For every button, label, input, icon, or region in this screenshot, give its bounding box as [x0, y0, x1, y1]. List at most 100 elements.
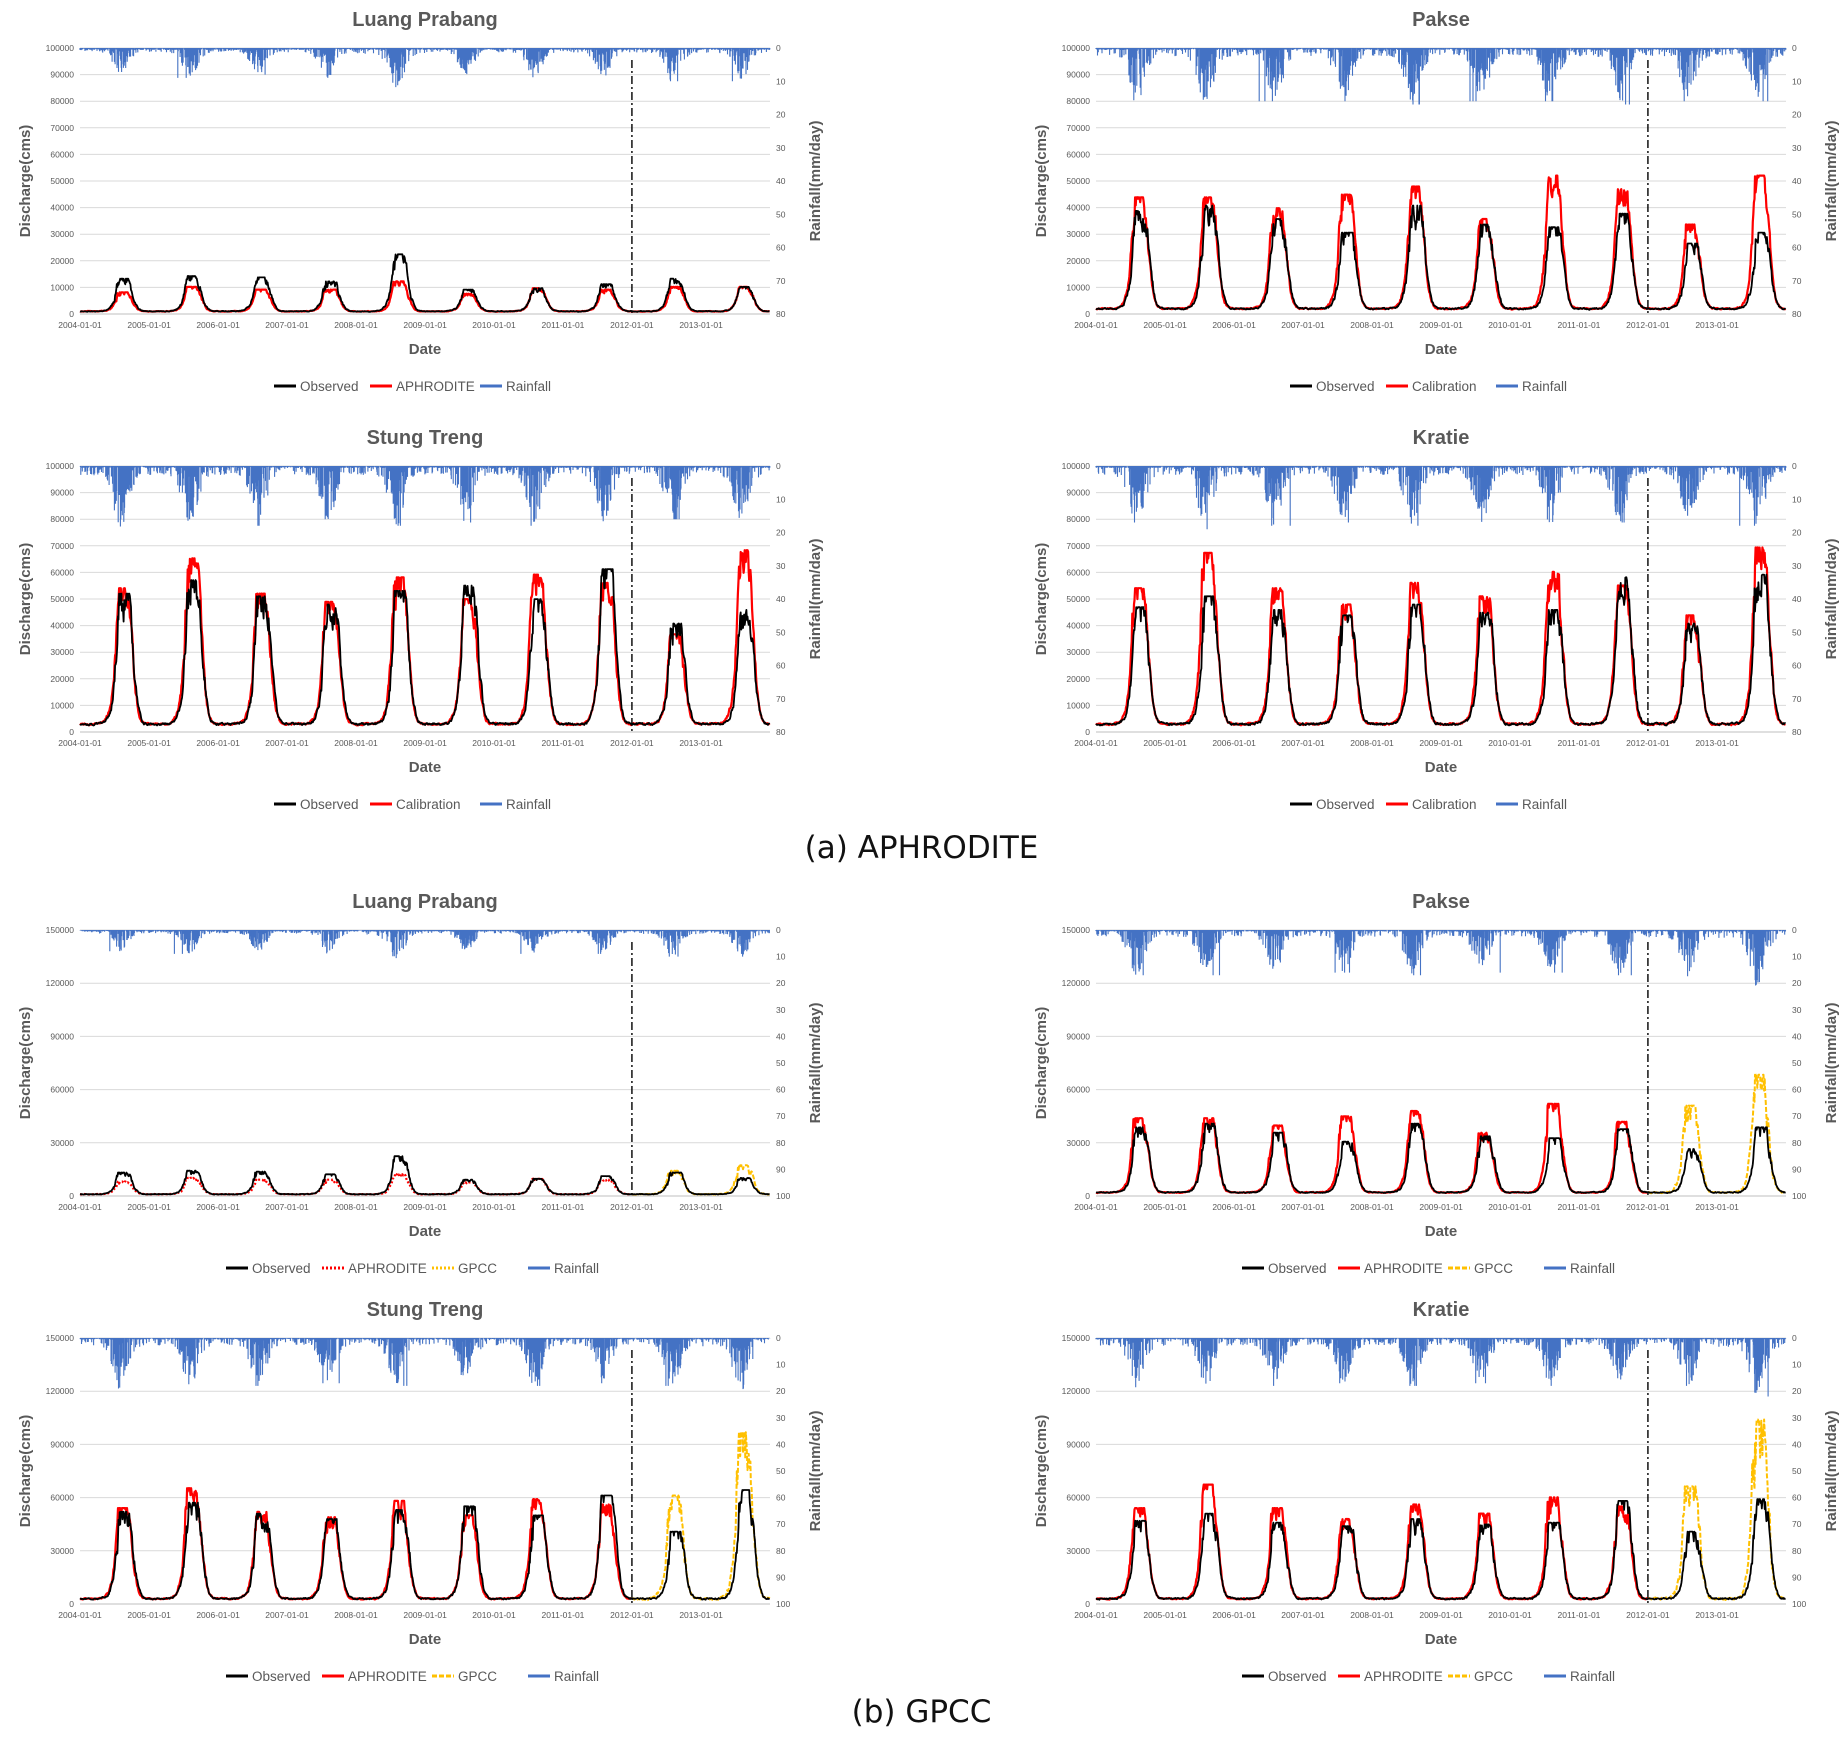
legend-item: Observed — [274, 797, 359, 812]
legend-label: Observed — [300, 797, 359, 812]
y-tick-label: 30000 — [50, 647, 74, 657]
y-tick-label: 0 — [69, 1599, 74, 1609]
y-tick-label: 90000 — [1066, 488, 1090, 498]
legend-label: GPCC — [1474, 1261, 1513, 1276]
y2-tick-label: 40 — [776, 594, 786, 604]
x-tick-label: 2013-01-01 — [679, 1202, 723, 1212]
legend-item: Observed — [1242, 1669, 1327, 1684]
y-tick-label: 80000 — [1066, 96, 1090, 106]
y2-tick-label: 10 — [1792, 494, 1802, 504]
y-tick-label: 30000 — [1066, 229, 1090, 239]
y-tick-label: 0 — [1085, 727, 1090, 737]
y2-tick-label: 30 — [776, 143, 786, 153]
x-tick-label: 2006-01-01 — [1212, 320, 1256, 330]
y-axis-label: Discharge(cms) — [17, 1415, 34, 1528]
rainfall-series — [1095, 930, 1787, 986]
x-tick-label: 2011-01-01 — [1558, 1610, 1601, 1620]
y2-tick-label: 90 — [776, 1164, 786, 1174]
x-tick-label: 2007-01-01 — [1281, 738, 1325, 748]
y-tick-label: 30000 — [50, 1546, 74, 1556]
legend-label: GPCC — [458, 1669, 497, 1684]
y2-tick-label: 20 — [776, 1386, 786, 1396]
y-tick-label: 90000 — [1066, 70, 1090, 80]
y2-tick-label: 50 — [776, 209, 786, 219]
legend-label: APHRODITE — [348, 1669, 427, 1684]
x-tick-label: 2007-01-01 — [1281, 1610, 1325, 1620]
simulated-series — [1095, 1102, 1648, 1195]
chart-panel-4: Kratie0100002000030000400005000060000700… — [1033, 427, 1840, 812]
y2-tick-label: 70 — [1792, 1519, 1802, 1529]
y-tick-label: 70000 — [50, 541, 74, 551]
y-tick-label: 0 — [1085, 309, 1090, 319]
y-tick-label: 20000 — [1066, 256, 1090, 266]
y2-tick-label: 100 — [1792, 1191, 1806, 1201]
y2-tick-label: 30 — [1792, 1413, 1802, 1423]
y2-tick-label: 60 — [776, 1493, 786, 1503]
x-tick-label: 2008-01-01 — [1350, 320, 1394, 330]
x-tick-label: 2012-01-01 — [1626, 1202, 1670, 1212]
legend-label: APHRODITE — [348, 1261, 427, 1276]
x-tick-label: 2004-01-01 — [58, 1202, 102, 1212]
y-tick-label: 80000 — [50, 96, 74, 106]
y2-tick-label: 0 — [1792, 925, 1797, 935]
x-tick-label: 2004-01-01 — [1074, 1202, 1118, 1212]
y2-axis-label: Rainfall(mm/day) — [1823, 1003, 1840, 1124]
rainfall-series — [79, 466, 771, 527]
legend-label: APHRODITE — [396, 379, 475, 394]
legend-item: GPCC — [1448, 1669, 1513, 1684]
y-tick-label: 150000 — [1062, 1333, 1091, 1343]
observed-series — [1095, 204, 1787, 311]
legend-label: Calibration — [1412, 379, 1477, 394]
x-tick-label: 2012-01-01 — [610, 1202, 654, 1212]
legend-label: Rainfall — [1570, 1669, 1615, 1684]
x-axis-label: Date — [1425, 759, 1458, 776]
legend-label: Rainfall — [1522, 797, 1567, 812]
legend-item: Observed — [1242, 1261, 1327, 1276]
y-tick-label: 0 — [1085, 1599, 1090, 1609]
chart-title: Kratie — [1413, 1299, 1470, 1321]
x-tick-label: 2006-01-01 — [1212, 1202, 1256, 1212]
y-tick-label: 60000 — [50, 149, 74, 159]
x-tick-label: 2009-01-01 — [403, 1610, 447, 1620]
y2-tick-label: 50 — [1792, 627, 1802, 637]
y2-tick-label: 20 — [1792, 978, 1802, 988]
legend-label: Observed — [252, 1669, 311, 1684]
chart-title: Pakse — [1412, 891, 1470, 913]
legend-item: APHRODITE — [322, 1669, 427, 1684]
y-tick-label: 20000 — [50, 256, 74, 266]
x-tick-label: 2004-01-01 — [58, 320, 102, 330]
x-tick-label: 2010-01-01 — [472, 1202, 516, 1212]
y-axis-label: Discharge(cms) — [17, 125, 34, 238]
chart-panel-6: Pakse 0 30000 60000 90000 120000 150000 0 10 20 30… — [1033, 891, 1840, 1276]
legend-item: Observed — [274, 379, 359, 394]
caption-aphrodite: (a) APHRODITE — [804, 830, 1039, 866]
y-tick-label: 70000 — [1066, 541, 1090, 551]
y2-tick-label: 0 — [776, 925, 781, 935]
x-tick-label: 2010-01-01 — [472, 320, 516, 330]
x-tick-label: 2010-01-01 — [1488, 738, 1532, 748]
x-tick-label: 2005-01-01 — [1143, 1610, 1187, 1620]
x-tick-label: 2005-01-01 — [1143, 738, 1187, 748]
legend-label: GPCC — [1474, 1669, 1513, 1684]
observed-series — [79, 253, 770, 313]
x-tick-label: 2013-01-01 — [679, 320, 723, 330]
x-tick-label: 2007-01-01 — [1281, 1202, 1325, 1212]
y2-tick-label: 80 — [776, 727, 786, 737]
simulated-series — [79, 1487, 632, 1601]
y2-tick-label: 40 — [776, 1439, 786, 1449]
y2-tick-label: 40 — [1792, 1031, 1802, 1041]
y-tick-label: 60000 — [1066, 567, 1090, 577]
y2-tick-label: 0 — [1792, 1333, 1797, 1343]
y2-tick-label: 60 — [1792, 1493, 1802, 1503]
observed-series — [79, 1155, 770, 1196]
y2-axis-label: Rainfall(mm/day) — [807, 121, 824, 242]
rainfall-series — [79, 1338, 771, 1390]
legend-item: APHRODITE — [1338, 1261, 1443, 1276]
x-tick-label: 2013-01-01 — [679, 1610, 723, 1620]
x-tick-label: 2011-01-01 — [1558, 320, 1601, 330]
y-tick-label: 90000 — [1066, 1439, 1090, 1449]
y-tick-label: 150000 — [1062, 925, 1091, 935]
simulated-series — [1095, 546, 1787, 727]
y2-tick-label: 80 — [1792, 1546, 1802, 1556]
x-tick-label: 2005-01-01 — [127, 1610, 171, 1620]
